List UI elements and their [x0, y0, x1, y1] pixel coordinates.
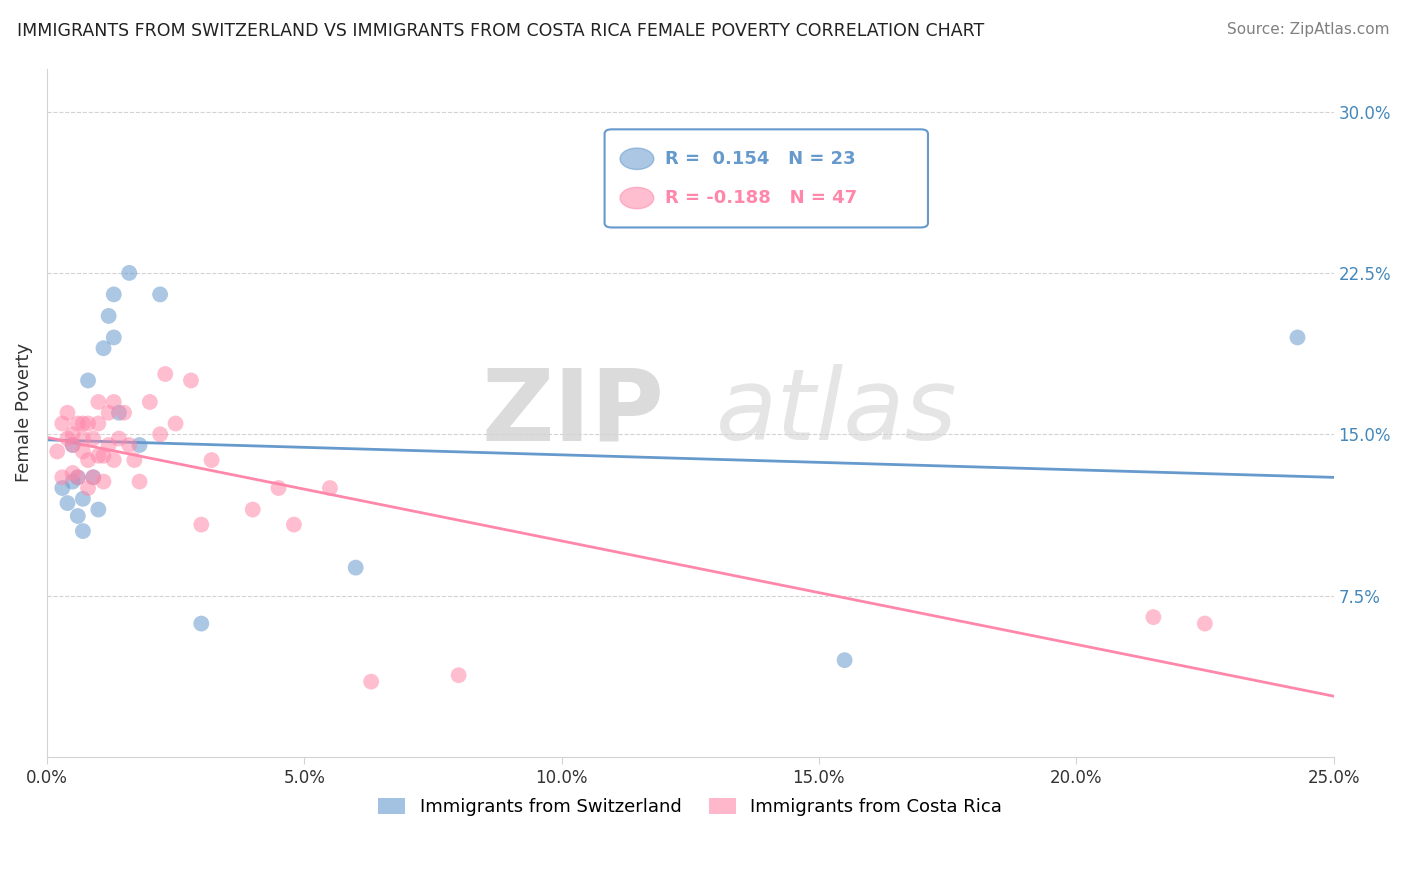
Point: [283, 517, 305, 532]
Point: [118, 438, 141, 452]
Point: [200, 453, 222, 467]
Point: [112, 406, 135, 420]
Point: [1286, 330, 1309, 344]
Point: [56, 432, 79, 446]
Point: [103, 287, 125, 301]
Point: [62, 438, 84, 452]
Point: [77, 417, 100, 431]
Point: [834, 653, 856, 667]
Point: [51, 481, 73, 495]
Point: [66, 508, 89, 523]
Text: Source: ZipAtlas.com: Source: ZipAtlas.com: [1226, 22, 1389, 37]
Point: [66, 417, 89, 431]
Point: [165, 417, 187, 431]
Point: [72, 444, 94, 458]
Point: [87, 395, 110, 409]
Point: [155, 367, 177, 381]
Point: [72, 432, 94, 446]
Point: [77, 374, 100, 388]
Point: [128, 438, 150, 452]
Point: [72, 491, 94, 506]
Point: [103, 395, 125, 409]
Point: [124, 453, 146, 467]
Text: IMMIGRANTS FROM SWITZERLAND VS IMMIGRANTS FROM COSTA RICA FEMALE POVERTY CORRELA: IMMIGRANTS FROM SWITZERLAND VS IMMIGRANT…: [17, 22, 984, 40]
Point: [190, 616, 212, 631]
Point: [97, 406, 120, 420]
Point: [87, 449, 110, 463]
Point: [62, 427, 84, 442]
Text: R =  0.154   N = 23: R = 0.154 N = 23: [665, 150, 856, 168]
Point: [118, 266, 141, 280]
Point: [93, 341, 115, 355]
Point: [66, 470, 89, 484]
Text: ZIP: ZIP: [482, 364, 665, 461]
Legend: Immigrants from Switzerland, Immigrants from Costa Rica: Immigrants from Switzerland, Immigrants …: [371, 791, 1010, 823]
Point: [190, 517, 212, 532]
Point: [93, 475, 115, 489]
Point: [82, 470, 104, 484]
Point: [1194, 616, 1216, 631]
Point: [242, 502, 264, 516]
Point: [344, 560, 367, 574]
Point: [82, 470, 104, 484]
Point: [267, 481, 290, 495]
Point: [447, 668, 470, 682]
Point: [149, 427, 172, 442]
Point: [56, 406, 79, 420]
Point: [93, 449, 115, 463]
Point: [319, 481, 342, 495]
Point: [66, 470, 89, 484]
Text: R = -0.188   N = 47: R = -0.188 N = 47: [665, 189, 858, 207]
Point: [108, 406, 131, 420]
Point: [128, 475, 150, 489]
Point: [77, 481, 100, 495]
Point: [62, 438, 84, 452]
Y-axis label: Female Poverty: Female Poverty: [15, 343, 32, 483]
Point: [149, 287, 172, 301]
Point: [103, 453, 125, 467]
Point: [360, 674, 382, 689]
Point: [97, 438, 120, 452]
Point: [103, 330, 125, 344]
Point: [180, 374, 202, 388]
Point: [87, 502, 110, 516]
Point: [46, 444, 69, 458]
Point: [56, 496, 79, 510]
Point: [72, 524, 94, 538]
Point: [82, 432, 104, 446]
Text: atlas: atlas: [716, 364, 957, 461]
Point: [87, 417, 110, 431]
Point: [62, 475, 84, 489]
Point: [51, 470, 73, 484]
Point: [108, 432, 131, 446]
Point: [62, 466, 84, 480]
Point: [72, 417, 94, 431]
Point: [77, 453, 100, 467]
Point: [97, 309, 120, 323]
Point: [1142, 610, 1164, 624]
Point: [139, 395, 162, 409]
Point: [51, 417, 73, 431]
